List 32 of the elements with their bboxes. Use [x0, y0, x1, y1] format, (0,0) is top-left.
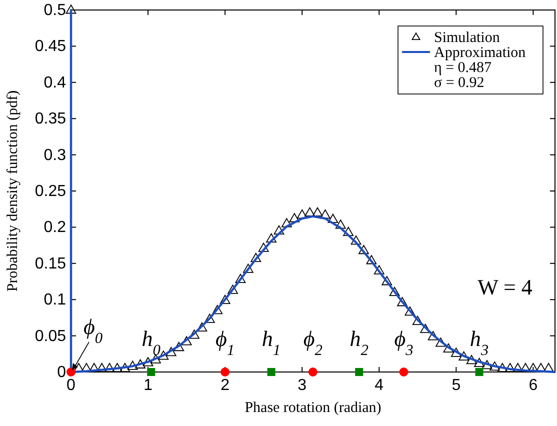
legend-label: Simulation	[434, 30, 500, 46]
annotation: h$_{1}$	[262, 326, 281, 358]
y-tick-label: 0.25	[34, 183, 66, 200]
y-tick-label: 0	[57, 364, 66, 381]
y-tick-label: 0.2	[44, 219, 66, 236]
y-tick-label: 0.4	[44, 74, 66, 92]
annotation: ϕ$_{0}$	[83, 314, 103, 346]
x-tick-label: 1	[144, 377, 153, 394]
y-tick-label: 0.15	[34, 255, 66, 272]
y-tick-label: 0.5	[44, 2, 66, 19]
y-tick-label: 0.45	[34, 38, 66, 56]
x-tick-label: 6	[528, 377, 538, 394]
annotation: ϕ$_{2}$	[303, 326, 323, 358]
legend-label: Approximation	[434, 45, 526, 61]
annotation: h$_{3}$	[470, 326, 489, 358]
y-tick-label: 0.35	[34, 110, 66, 128]
annotation: ϕ$_{3}$	[394, 326, 414, 358]
y-axis-title: Probability density function (pdf)	[5, 90, 21, 292]
y-tick-label: 0.3	[44, 146, 66, 164]
x-tick-label: 5	[452, 377, 461, 394]
annotation: h$_{0}$	[142, 326, 161, 358]
annotation: W = 4	[478, 274, 532, 300]
annotation: ϕ$_{1}$	[216, 326, 235, 358]
y-tick-label: 0.1	[44, 292, 66, 309]
x-tick-label: 4	[374, 377, 384, 394]
x-axis-title: Phase rotation (radian)	[244, 400, 382, 416]
annotation: σ = 0.92	[434, 75, 484, 91]
x-tick-label: 3	[298, 377, 307, 394]
x-tick-label: 2	[220, 377, 230, 394]
annotation: h$_{2}$	[350, 326, 369, 358]
annotation: η = 0.487	[434, 60, 492, 76]
y-tick-label: 0.05	[34, 328, 66, 345]
